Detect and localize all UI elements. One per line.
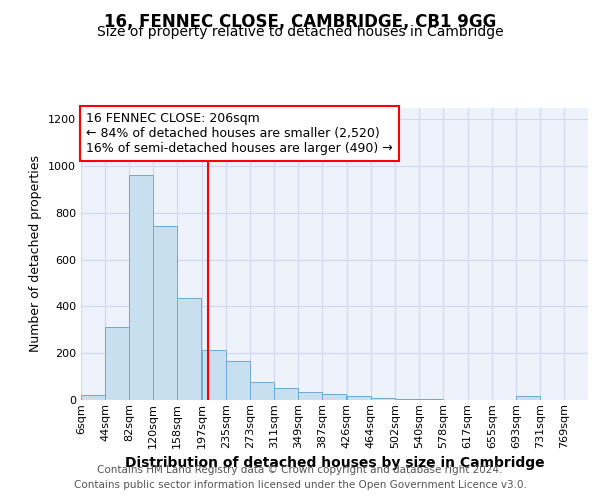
Bar (105, 328, 129, 400)
Bar (371, 398, 395, 400)
Bar (395, 399, 419, 400)
Text: Contains HM Land Registry data © Crown copyright and database right 2024.
Contai: Contains HM Land Registry data © Crown c… (74, 465, 526, 490)
Bar (177, 298, 201, 400)
Bar (298, 392, 322, 400)
Bar (274, 388, 298, 400)
Text: Size of property relative to detached houses in Cambridge: Size of property relative to detached ho… (97, 25, 503, 39)
Bar (347, 396, 371, 400)
Bar (129, 176, 153, 400)
Text: 16, FENNEC CLOSE, CAMBRIDGE, CB1 9GG: 16, FENNEC CLOSE, CAMBRIDGE, CB1 9GG (104, 12, 496, 30)
Bar (322, 394, 346, 400)
Bar (250, 382, 274, 400)
Bar (419, 399, 443, 400)
Y-axis label: Number of detached properties: Number of detached properties (29, 155, 43, 352)
Text: 16 FENNEC CLOSE: 206sqm
← 84% of detached houses are smaller (2,520)
16% of semi: 16 FENNEC CLOSE: 206sqm ← 84% of detache… (86, 112, 393, 155)
Bar (81, 396, 105, 400)
Bar (516, 396, 540, 400)
Bar (153, 226, 177, 400)
X-axis label: Distribution of detached houses by size in Cambridge: Distribution of detached houses by size … (125, 456, 544, 470)
Bar (226, 362, 250, 400)
Bar (202, 350, 226, 400)
